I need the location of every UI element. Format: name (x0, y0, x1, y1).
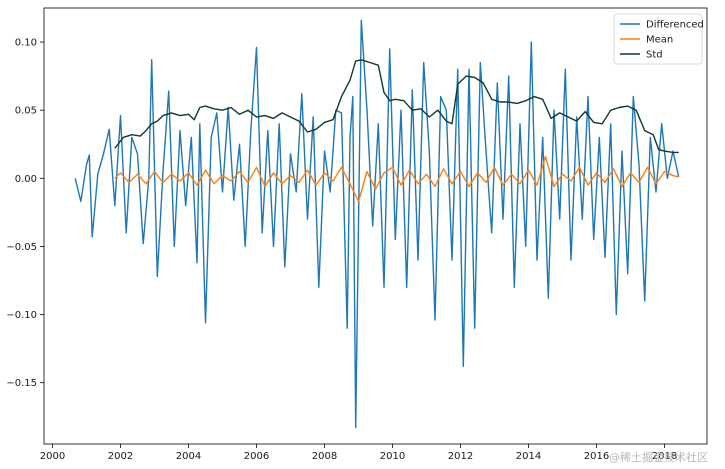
y-axis: −0.15 −0.10 −0.05 0.00 0.05 0.10 (6, 38, 44, 389)
y-tick-label: 0.00 (15, 174, 37, 185)
plot-area (43, 7, 708, 445)
x-tick-label: 2006 (244, 451, 269, 462)
y-tick-label: −0.10 (6, 310, 37, 321)
x-tick-label: 2000 (40, 451, 65, 462)
legend: Differenced Mean Std (613, 13, 704, 65)
axes-frame (43, 7, 708, 445)
series-layer (74, 19, 680, 429)
legend-label-differenced: Differenced (646, 20, 704, 31)
y-tick-label: −0.05 (6, 242, 37, 253)
y-tick-label: 0.05 (15, 106, 37, 117)
legend-label-std: Std (646, 50, 663, 61)
legend-label-mean: Mean (646, 35, 673, 46)
x-tick-label: 2008 (312, 451, 337, 462)
x-tick-label: 2010 (380, 451, 405, 462)
x-tick-label: 2004 (176, 451, 201, 462)
std-series-line (114, 59, 679, 154)
differenced-series-line (74, 19, 680, 429)
mean-series-line (114, 155, 679, 203)
x-tick-label: 2016 (584, 451, 609, 462)
y-tick-label: 0.10 (15, 38, 37, 49)
x-tick-label: 2002 (108, 451, 133, 462)
watermark-text: @稀土掘金技术社区 (609, 450, 708, 464)
y-tick-label: −0.15 (6, 378, 37, 389)
legend-box (613, 13, 703, 65)
x-tick-label: 2014 (516, 451, 541, 462)
x-tick-label: 2012 (448, 451, 473, 462)
x-axis: 2000 2002 2004 2006 2008 2010 2012 2014 2016 2018 (40, 444, 677, 462)
x-tick-label: 2018 (652, 451, 677, 462)
